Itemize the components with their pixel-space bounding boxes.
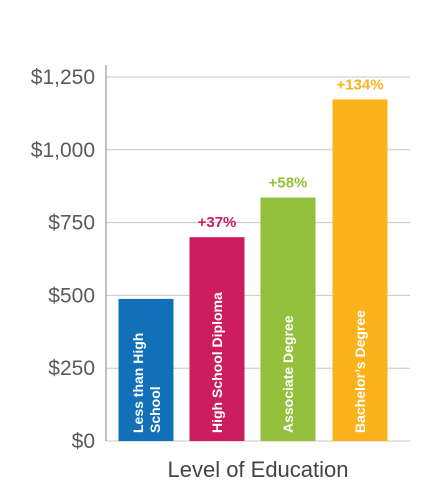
bar-category-labels: Less than High School High School Diploma A… xyxy=(130,292,368,433)
bar-data-label: +37% xyxy=(198,214,237,231)
bar xyxy=(332,99,388,442)
bar-category-label: Less than High xyxy=(130,333,146,433)
x-axis-label: Level of Education xyxy=(167,457,348,482)
bar-category-label: School xyxy=(147,386,163,433)
y-axis-tick-labels: $0 $250 $500 $750 $1,000 $1,250 xyxy=(31,66,95,453)
bar-category-label: Associate Degree xyxy=(280,315,296,433)
bar xyxy=(260,197,316,441)
bar-category-label: Bachelor’s Degree xyxy=(352,310,368,433)
y-tick-label: $1,000 xyxy=(31,139,95,162)
bar xyxy=(118,298,174,441)
bar-data-label: +134% xyxy=(336,76,383,93)
y-tick-label: $250 xyxy=(48,357,95,380)
y-tick-label: $1,250 xyxy=(31,66,95,89)
bars xyxy=(118,99,388,442)
y-tick-label: $0 xyxy=(72,430,95,453)
y-tick-label: $750 xyxy=(48,212,95,235)
y-tick-label: $500 xyxy=(48,284,95,307)
bar xyxy=(189,237,245,441)
bar-category-label: High School Diploma xyxy=(209,292,225,433)
bar-data-label: +58% xyxy=(269,175,308,192)
bar-data-labels: +37% +58% +134% xyxy=(198,76,384,231)
